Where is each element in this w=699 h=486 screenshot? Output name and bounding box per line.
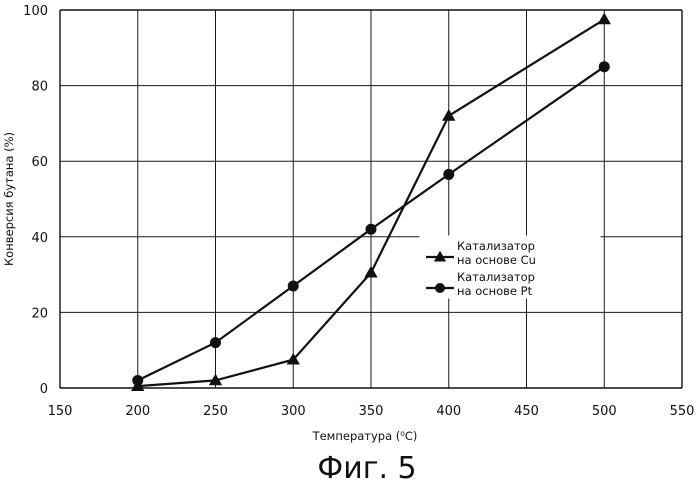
x-tick-label-2: 250 [203, 404, 228, 419]
y-axis-title: Конверсия бутана (%) [2, 132, 16, 266]
data-point-s0-5 [598, 14, 610, 24]
data-point-s0-3 [365, 267, 377, 277]
data-point-s1-4 [444, 169, 454, 179]
x-tick-label-4: 350 [359, 404, 384, 419]
x-tick-label-5: 400 [436, 404, 461, 419]
y-tick-label-3: 60 [31, 155, 48, 170]
legend-label-0-0: Катализатор [457, 239, 535, 253]
grid [60, 10, 682, 388]
x-tick-label-0: 150 [48, 404, 73, 419]
x-tick-label-1: 200 [125, 404, 150, 419]
legend: Катализаторна основе CuКатализаторна осн… [420, 236, 600, 298]
legend-marker-1 [436, 284, 445, 293]
data-point-s1-1 [211, 338, 221, 348]
legend-label-0-1: на основе Cu [457, 253, 536, 267]
data-point-s1-5 [599, 62, 609, 72]
y-tick-label-0: 0 [40, 382, 48, 397]
x-axis-title: Температура (⁰С) [312, 429, 418, 443]
tick-labels: 150 200 250 300 350 400 450 500 550 0 20 40 60 80 100 [23, 4, 694, 419]
y-tick-label-4: 80 [31, 80, 48, 95]
x-tick-label-3: 300 [281, 404, 306, 419]
x-tick-label-6: 450 [514, 404, 539, 419]
x-tick-label-7: 500 [592, 404, 617, 419]
legend-label-1-1: на основе Pt [457, 284, 533, 298]
x-tick-label-8: 550 [670, 404, 695, 419]
legend-label-1-0: Катализатор [457, 270, 535, 284]
y-tick-label-1: 20 [31, 306, 48, 321]
data-point-s1-3 [366, 224, 376, 234]
figure-caption: Фиг. 5 [317, 451, 416, 486]
data-point-s0-4 [443, 110, 455, 120]
data-point-s1-0 [133, 375, 143, 385]
y-tick-label-5: 100 [23, 4, 48, 19]
data-point-s1-2 [288, 281, 298, 291]
y-tick-label-2: 40 [31, 231, 48, 246]
